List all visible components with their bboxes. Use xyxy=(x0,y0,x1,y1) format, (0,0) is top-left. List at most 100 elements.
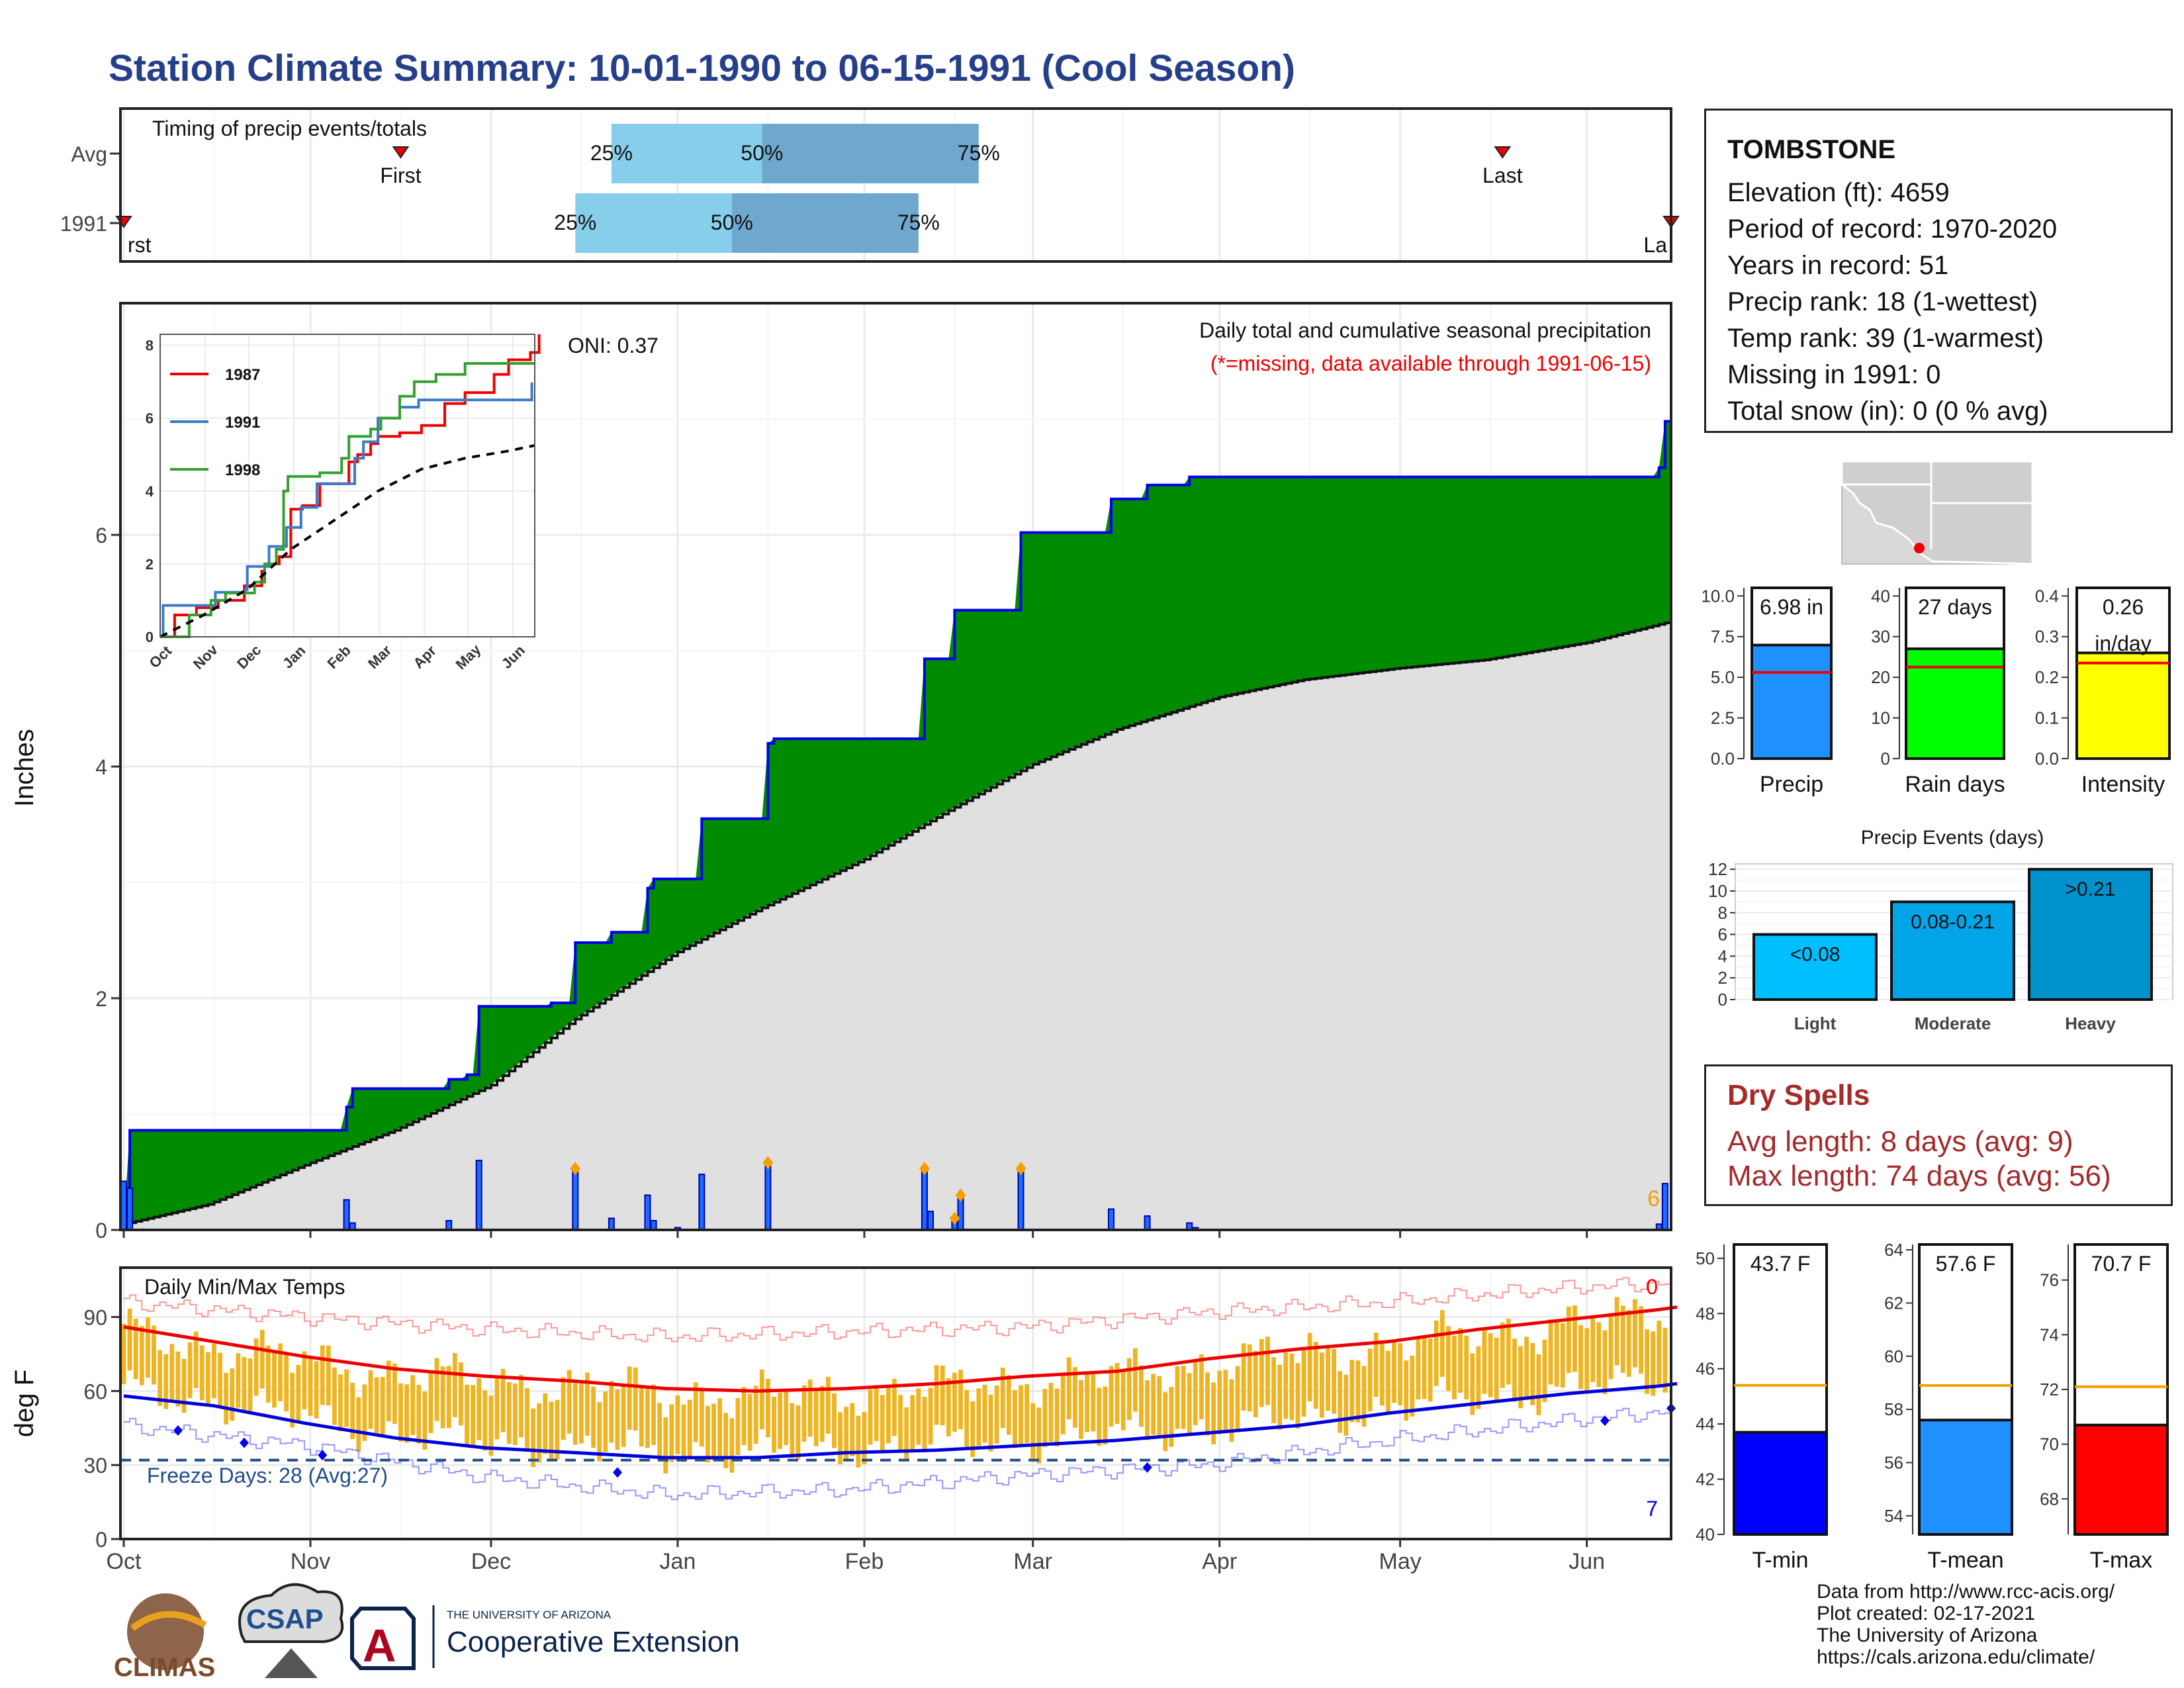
timing-chart: Timing of precip events/totals Avg 25% 50% 7… xyxy=(60,107,1680,263)
totals-name-label: Rain days xyxy=(1905,772,2005,797)
temp-daily-bar xyxy=(332,1367,337,1425)
temp-title: Daily Min/Max Temps xyxy=(144,1275,345,1299)
inset-y-tick-label: 6 xyxy=(146,410,154,427)
temp-daily-bar xyxy=(862,1412,867,1465)
temp-daily-bar xyxy=(416,1385,422,1444)
temp-daily-bar xyxy=(404,1384,409,1443)
temperature-name-label: T-mean xyxy=(1927,1548,2003,1573)
temp-daily-bar xyxy=(1542,1339,1547,1403)
temp-daily-bar xyxy=(1000,1368,1005,1429)
totals-name-label: Intensity xyxy=(2081,772,2165,797)
temp-daily-bar xyxy=(928,1387,933,1445)
climas-logo-text: CLIMAS xyxy=(114,1653,215,1682)
temp-daily-bar xyxy=(1349,1360,1355,1423)
temp-daily-bar xyxy=(265,1345,271,1403)
timing-label-50: 50% xyxy=(711,211,753,234)
precip-daily-bar xyxy=(343,1199,350,1231)
temp-daily-bar xyxy=(964,1389,970,1447)
temp-daily-bar xyxy=(452,1353,457,1417)
temperature-panel: 54 56 58 60 62 64 57.6 F T-mean xyxy=(1884,1240,2013,1573)
precip-cumulative-line xyxy=(124,420,1671,1231)
temperature-name-label: T-min xyxy=(1752,1548,1809,1573)
temp-daily-bar xyxy=(555,1399,560,1460)
temp-daily-bar xyxy=(561,1377,566,1440)
temp-daily-bar xyxy=(627,1366,632,1430)
temp-daily-bar xyxy=(482,1390,488,1451)
temp-daily-bar xyxy=(1211,1382,1216,1444)
temp-y-tick-label: 30 xyxy=(83,1454,107,1477)
temp-daily-bar xyxy=(543,1393,548,1454)
temp-daily-bar xyxy=(338,1374,343,1431)
temp-daily-bar xyxy=(717,1398,723,1456)
temp-daily-bar xyxy=(296,1364,301,1421)
temp-daily-bar xyxy=(1578,1325,1583,1389)
temp-daily-bar xyxy=(163,1354,169,1409)
temp-record-low-marker xyxy=(1142,1462,1152,1473)
temp-daily-bar xyxy=(868,1389,873,1445)
temp-y-axis-label: deg F xyxy=(10,1370,39,1437)
ua-logo: A THE UNIVERSITY OF ARIZONA Cooperative … xyxy=(350,1605,740,1671)
temp-daily-bar xyxy=(175,1351,181,1407)
temp-daily-bar xyxy=(230,1368,235,1421)
temperature-y-tick-label: 70 xyxy=(2040,1434,2059,1454)
temperature-y-tick-label: 58 xyxy=(1884,1399,1903,1419)
station-years: Years in record: 51 xyxy=(1727,251,1949,280)
temp-daily-bar xyxy=(205,1352,210,1406)
temp-daily-bar xyxy=(898,1395,903,1450)
temp-daily-bar xyxy=(314,1361,319,1419)
temp-daily-bar xyxy=(874,1385,879,1441)
temp-daily-bar xyxy=(212,1343,216,1399)
temp-daily-bar xyxy=(711,1403,716,1461)
temperature-y-tick-label: 50 xyxy=(1696,1248,1715,1268)
temp-daily-bar xyxy=(1169,1387,1174,1447)
timing-label-75: 75% xyxy=(897,211,940,234)
temp-avg-max-line xyxy=(123,1305,1678,1393)
temp-daily-bar xyxy=(1416,1336,1421,1400)
temp-daily-bar xyxy=(1464,1335,1469,1400)
temp-daily-bar xyxy=(1042,1389,1048,1447)
temp-daily-bar xyxy=(1265,1336,1270,1405)
temperature-value-bar xyxy=(1733,1430,1828,1536)
precip-daily-bar xyxy=(698,1174,705,1231)
temp-daily-bar xyxy=(994,1385,999,1444)
temp-daily-bar xyxy=(465,1384,469,1446)
map-station-marker xyxy=(1914,543,1925,553)
temp-daily-bar xyxy=(158,1350,162,1406)
csap-logo-text: CSAP xyxy=(246,1603,324,1634)
temp-daily-bar xyxy=(145,1317,150,1378)
totals-panel: 0.0 2.5 5.0 7.5 10.0 6.98 in Precip xyxy=(1701,586,1833,797)
temp-avg-min-line xyxy=(123,1382,1678,1460)
temp-daily-bar xyxy=(1103,1386,1108,1445)
timing-last-marker xyxy=(1494,146,1512,159)
temp-daily-bar xyxy=(531,1408,536,1468)
temp-daily-bar xyxy=(807,1380,813,1437)
temp-daily-bar xyxy=(772,1396,776,1453)
precip-average-area xyxy=(124,623,1671,1230)
temperature-y-tick-label: 46 xyxy=(1696,1359,1715,1379)
temp-daily-bar xyxy=(1036,1407,1042,1464)
temp-record-low-marker xyxy=(239,1437,249,1448)
temp-daily-bar xyxy=(970,1401,976,1458)
totals-y-tick-label: 20 xyxy=(1871,667,1890,687)
inset-border xyxy=(159,334,535,637)
temp-daily-bar xyxy=(1181,1366,1186,1429)
station-precip-rank: Precip rank: 18 (1-wettest) xyxy=(1727,287,2038,316)
totals-y-tick-label: 10 xyxy=(1871,708,1890,728)
station-temp-rank: Temp rank: 39 (1-warmest) xyxy=(1727,324,2044,353)
temperature-y-tick-label: 42 xyxy=(1696,1470,1715,1489)
temp-daily-bar xyxy=(152,1325,156,1385)
temp-daily-bar xyxy=(1452,1335,1457,1399)
temp-daily-bar xyxy=(1175,1366,1180,1429)
temperature-y-tick-label: 74 xyxy=(2040,1325,2059,1344)
timing-first-label: First xyxy=(380,164,421,187)
temp-record-low-marker xyxy=(318,1450,328,1461)
temp-daily-bar xyxy=(1476,1346,1481,1409)
temp-daily-bar xyxy=(645,1387,650,1448)
station-info-box: TOMBSTONE Elevation (ft): 4659 Period of… xyxy=(1704,109,2173,433)
temp-daily-bar xyxy=(1126,1358,1132,1421)
locator-map xyxy=(1841,460,2034,565)
temp-daily-bar xyxy=(1361,1366,1367,1427)
temp-daily-bar xyxy=(1524,1336,1529,1400)
temp-daily-bar xyxy=(832,1393,837,1448)
temp-daily-bar xyxy=(428,1372,433,1433)
